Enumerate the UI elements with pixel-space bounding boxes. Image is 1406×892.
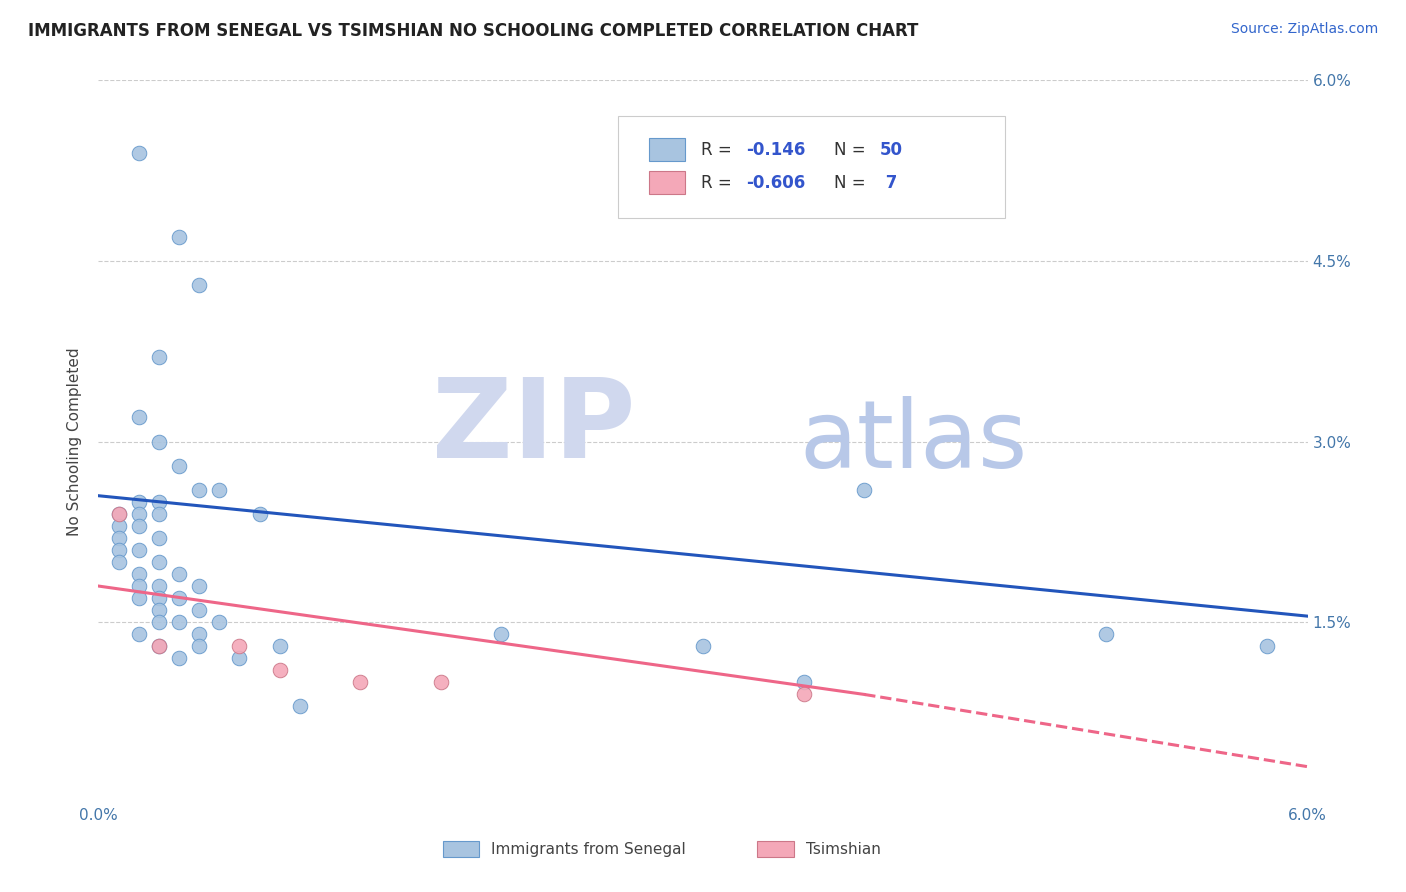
FancyBboxPatch shape — [443, 841, 479, 857]
Point — [107, 555, 129, 569]
Point — [148, 639, 170, 653]
Point — [148, 579, 170, 593]
Point — [148, 434, 170, 449]
Point — [208, 615, 231, 630]
Point — [491, 627, 513, 641]
Point — [128, 145, 150, 160]
Point — [128, 494, 150, 508]
Point — [188, 639, 211, 653]
Point — [167, 230, 190, 244]
Point — [793, 687, 815, 701]
Point — [148, 555, 170, 569]
Text: -0.146: -0.146 — [747, 141, 806, 159]
Point — [269, 664, 291, 678]
Text: N =: N = — [834, 141, 870, 159]
Point — [269, 639, 291, 653]
Point — [793, 675, 815, 690]
Point — [148, 350, 170, 364]
Point — [128, 410, 150, 425]
FancyBboxPatch shape — [648, 138, 685, 161]
Point — [107, 507, 129, 521]
Point — [128, 518, 150, 533]
Point — [148, 591, 170, 605]
Point — [148, 531, 170, 545]
Point — [853, 483, 876, 497]
Point — [107, 518, 129, 533]
Text: IMMIGRANTS FROM SENEGAL VS TSIMSHIAN NO SCHOOLING COMPLETED CORRELATION CHART: IMMIGRANTS FROM SENEGAL VS TSIMSHIAN NO … — [28, 22, 918, 40]
Point — [128, 507, 150, 521]
Text: Immigrants from Senegal: Immigrants from Senegal — [492, 841, 686, 856]
Point — [1095, 627, 1118, 641]
Point — [188, 627, 211, 641]
Point — [430, 675, 453, 690]
Point — [188, 579, 211, 593]
Point — [228, 639, 250, 653]
Point — [167, 651, 190, 665]
Point — [1256, 639, 1278, 653]
Point — [107, 531, 129, 545]
Point — [128, 591, 150, 605]
Text: R =: R = — [700, 174, 737, 192]
Y-axis label: No Schooling Completed: No Schooling Completed — [67, 347, 83, 536]
Point — [249, 507, 271, 521]
Point — [128, 542, 150, 557]
FancyBboxPatch shape — [648, 171, 685, 194]
Text: ZIP: ZIP — [432, 374, 636, 481]
Point — [148, 494, 170, 508]
Point — [188, 603, 211, 617]
Point — [208, 483, 231, 497]
Point — [188, 278, 211, 293]
Point — [349, 675, 371, 690]
Point — [148, 507, 170, 521]
Text: atlas: atlas — [800, 395, 1028, 488]
Text: -0.606: -0.606 — [747, 174, 806, 192]
Point — [128, 627, 150, 641]
Point — [288, 699, 311, 714]
Point — [107, 542, 129, 557]
Point — [148, 639, 170, 653]
Point — [167, 591, 190, 605]
Point — [188, 483, 211, 497]
Point — [692, 639, 714, 653]
FancyBboxPatch shape — [619, 117, 1005, 218]
Point — [167, 458, 190, 473]
Text: Source: ZipAtlas.com: Source: ZipAtlas.com — [1230, 22, 1378, 37]
FancyBboxPatch shape — [758, 841, 794, 857]
Point — [128, 567, 150, 582]
Point — [167, 567, 190, 582]
Text: Tsimshian: Tsimshian — [806, 841, 880, 856]
Point — [148, 615, 170, 630]
Text: R =: R = — [700, 141, 737, 159]
Point — [228, 651, 250, 665]
Point — [148, 603, 170, 617]
Text: 7: 7 — [880, 174, 897, 192]
Point — [167, 615, 190, 630]
Text: 50: 50 — [880, 141, 903, 159]
Text: N =: N = — [834, 174, 870, 192]
Point — [107, 507, 129, 521]
Point — [128, 579, 150, 593]
